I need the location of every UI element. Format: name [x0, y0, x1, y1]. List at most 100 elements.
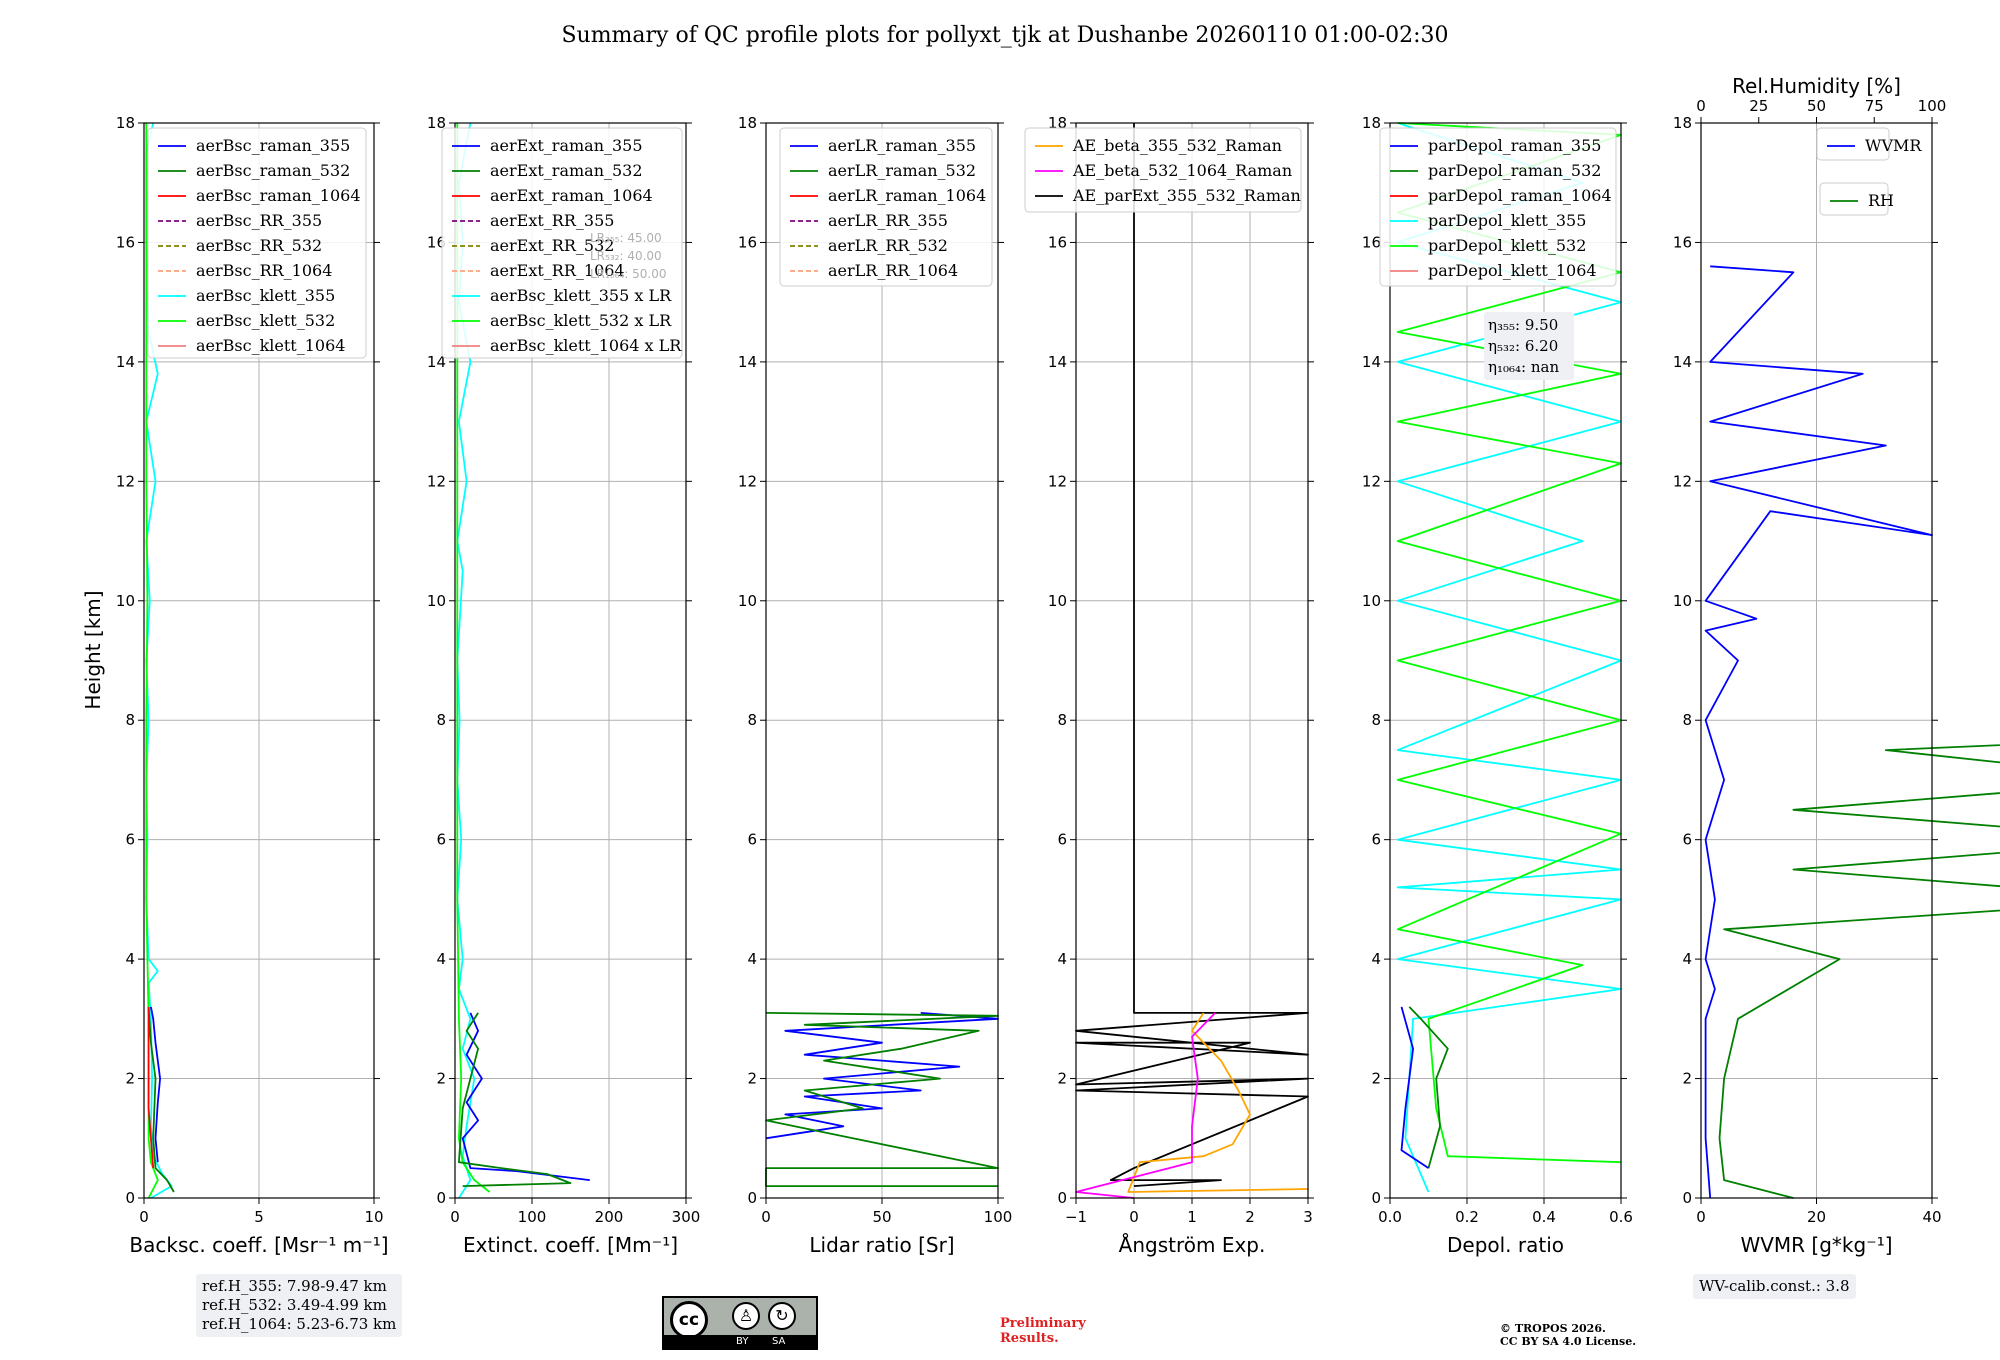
legend-entry-label: WVMR — [1865, 136, 1922, 155]
x-axis-label: Extinct. coeff. [Mm⁻¹] — [463, 1233, 678, 1257]
y-tick-label: 0 — [1371, 1189, 1381, 1207]
panel-extinction: 0 100 200 300 0 2 4 6 8 10 12 14 16 18 Extinct. coeff.… — [427, 114, 700, 1257]
y-tick-label: 6 — [1682, 831, 1692, 849]
y-tick-label: 10 — [1048, 592, 1067, 610]
y-tick-label: 0 — [1057, 1189, 1067, 1207]
y-tick-label: 18 — [738, 114, 757, 132]
preliminary-line-2: Results. — [1000, 1331, 1059, 1346]
series-AE_beta_532_1064_Raman — [1075, 1012, 1216, 1199]
x-tick-label: 0 — [1129, 1208, 1139, 1226]
legend-entry-label: parDepol_klett_1064 — [1428, 261, 1597, 280]
y-tick-label: 4 — [1057, 950, 1067, 968]
ref-heights-box: ref.H_355: 7.98-9.47 km ref.H_532: 3.49-… — [196, 1274, 403, 1337]
y-tick-label: 2 — [1682, 1070, 1692, 1088]
panel-wvmr-rh: 0 20 40 0 2 4 6 8 10 12 14 16 18 WVMR [g*kg⁻¹] 0 25 50 75… — [1673, 74, 2000, 1257]
ref-height-355: ref.H_355: 7.98-9.47 km — [202, 1277, 387, 1295]
y-tick-label: 18 — [427, 114, 446, 132]
legend-entry-label: parDepol_raman_1064 — [1428, 186, 1612, 205]
x-axis-label: Ångström Exp. — [1119, 1233, 1266, 1257]
x-tick-label: 0 — [1696, 1208, 1706, 1226]
legend-box — [1024, 127, 1302, 213]
x-tick-label: 50 — [872, 1208, 891, 1226]
eta-note-box — [1484, 312, 1574, 380]
legend-entry-label: AE_beta_532_1064_Raman — [1072, 161, 1292, 180]
y-tick-label: 4 — [125, 950, 135, 968]
y-tick-label: 14 — [1673, 353, 1692, 371]
wv-calib-box: WV-calib.const.: 3.8 — [1693, 1274, 1856, 1299]
badge-label-strip: BY SA — [664, 1335, 816, 1348]
badge-sa-label: SA — [772, 1336, 786, 1347]
legend-entry-label: aerLR_RR_1064 — [828, 261, 958, 280]
y-tick-label: 14 — [1048, 353, 1067, 371]
y-tick-label: 12 — [1673, 472, 1692, 490]
figure-title: Summary of QC profile plots for pollyxt_… — [561, 23, 1448, 48]
lr-note: LR₃₅₅: 45.00 — [590, 231, 662, 245]
legend: parDepol_raman_355 parDepol_raman_532 parD… — [1379, 127, 1617, 287]
y-tick-label: 6 — [1371, 831, 1381, 849]
legend-entry-label: aerExt_RR_532 — [490, 236, 614, 255]
x-tick-label: 10 — [364, 1208, 383, 1226]
legend-entry-label: aerBsc_klett_1064 x LR — [490, 336, 682, 355]
top-x-axis-label: Rel.Humidity [%] — [1732, 74, 1901, 98]
ylabel-height: Height [km] — [81, 590, 105, 709]
x-axis-label: WVMR [g*kg⁻¹] — [1740, 1233, 1892, 1257]
y-tick-label: 18 — [116, 114, 135, 132]
x-tick-label: 100 — [984, 1208, 1013, 1226]
series-aerBsc_raman_532 — [147, 1006, 175, 1193]
x-tick-label: −1 — [1065, 1208, 1087, 1226]
y-tick-label: 8 — [125, 711, 135, 729]
x-tick-label: 100 — [518, 1208, 547, 1226]
y-tick-label: 0 — [436, 1189, 446, 1207]
x-tick-label: 20 — [1807, 1208, 1826, 1226]
series-aerExt_raman_532 — [457, 1012, 572, 1187]
legend: RH — [1819, 182, 1894, 216]
copyright-line-2: CC BY SA 4.0 License. — [1500, 1335, 1637, 1348]
preliminary-note: Preliminary Results. — [1000, 1316, 1086, 1346]
ref-height-532: ref.H_532: 3.49-4.99 km — [202, 1296, 387, 1314]
series-aerBsc_klett_532 x LR — [456, 123, 491, 1193]
legend-entry-label: parDepol_raman_355 — [1428, 136, 1601, 155]
legend: aerBsc_raman_355 aerBsc_raman_532 aerBsc_r… — [147, 127, 367, 359]
legend-entry-label: aerLR_RR_355 — [828, 211, 948, 230]
y-tick-label: 4 — [1371, 950, 1381, 968]
y-tick-label: 12 — [427, 472, 446, 490]
y-tick-label: 8 — [747, 711, 757, 729]
y-tick-label: 8 — [1371, 711, 1381, 729]
legend-entry-label: aerLR_raman_532 — [828, 161, 976, 180]
x-tick-label: 0.6 — [1609, 1208, 1633, 1226]
legend-entry-label: aerBsc_klett_355 x LR — [490, 286, 672, 305]
legend: AE_beta_355_532_Raman AE_beta_532_1064_Ra… — [1024, 127, 1302, 213]
y-tick-label: 10 — [427, 592, 446, 610]
y-tick-label: 16 — [1362, 233, 1381, 251]
x-tick-label: 1 — [1187, 1208, 1197, 1226]
legend-entry-label: aerBsc_klett_1064 — [196, 336, 345, 355]
cc-by-sa-badge: cc ♙ ↻ BY SA — [662, 1296, 818, 1350]
series-aerLR_raman_532 — [765, 1012, 999, 1187]
top-x-tick-label: 25 — [1749, 97, 1768, 115]
top-x-tick-label: 75 — [1865, 97, 1884, 115]
y-tick-label: 14 — [738, 353, 757, 371]
eta-note: η₃₅₅: 9.50 — [1488, 316, 1558, 334]
series-parDepol_raman_355 — [1400, 1006, 1429, 1169]
y-tick-label: 2 — [436, 1070, 446, 1088]
legend-entry-label: aerExt_RR_1064 — [490, 261, 625, 280]
axes-frame — [454, 122, 687, 1199]
legend-entry-label: AE_beta_355_532_Raman — [1072, 136, 1282, 155]
legend-entry-label: aerBsc_klett_532 x LR — [490, 311, 672, 330]
y-tick-label: 16 — [1048, 233, 1067, 251]
series-parDepol_raman_532 — [1408, 1006, 1449, 1169]
legend-entry-label: aerBsc_RR_1064 — [196, 261, 332, 280]
legend-box — [147, 127, 367, 359]
legend: aerExt_raman_355 aerExt_raman_532 aerExt_r… — [441, 127, 683, 359]
y-tick-label: 10 — [1673, 592, 1692, 610]
y-tick-label: 2 — [125, 1070, 135, 1088]
top-x-tick-label: 50 — [1807, 97, 1826, 115]
y-tick-label: 12 — [116, 472, 135, 490]
y-tick-label: 16 — [738, 233, 757, 251]
y-tick-label: 6 — [436, 831, 446, 849]
y-tick-label: 10 — [1362, 592, 1381, 610]
x-tick-label: 0.0 — [1378, 1208, 1402, 1226]
y-tick-label: 14 — [1362, 353, 1381, 371]
y-tick-label: 10 — [738, 592, 757, 610]
legend-entry-label: parDepol_klett_532 — [1428, 236, 1586, 255]
